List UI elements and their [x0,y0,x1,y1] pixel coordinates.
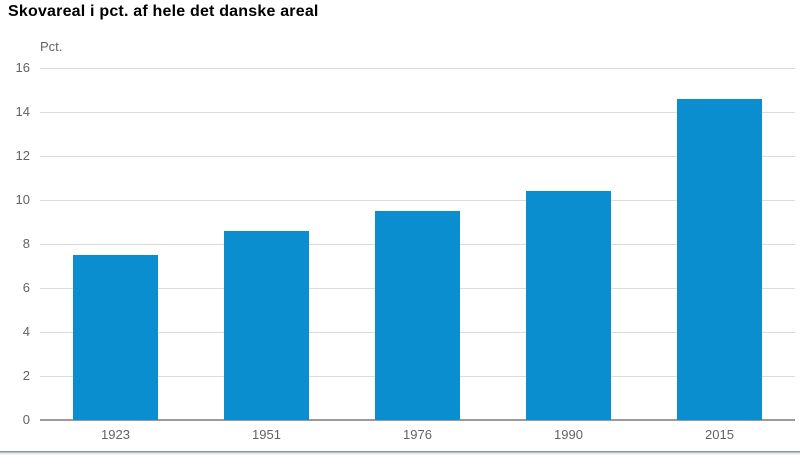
gridline [40,156,795,157]
gridline [40,200,795,201]
y-tick-label: 10 [15,192,30,207]
y-axis: 0 2 4 6 8 10 12 14 16 [0,60,30,427]
bar-1951 [224,231,309,420]
x-tick-label: 1951 [252,427,281,442]
bottom-window-border [0,451,800,455]
bar-1923 [73,255,158,420]
plot-area [40,68,795,421]
y-tick-label: 2 [22,368,30,383]
y-axis-unit-label: Pct. [40,39,63,54]
y-tick-label: 4 [22,324,30,339]
gridline [40,68,795,69]
gridline [40,112,795,113]
y-tick-label: 16 [15,60,30,75]
bar-2015 [677,99,762,420]
x-axis: 1923 1951 1976 1990 2015 [40,427,795,445]
x-tick-label: 2015 [705,427,734,442]
y-tick-label: 8 [22,236,30,251]
x-tick-label: 1976 [403,427,432,442]
y-tick-label: 14 [15,104,30,119]
x-tick-label: 1923 [101,427,130,442]
bar-1976 [375,211,460,420]
y-tick-label: 6 [22,280,30,295]
x-axis-line [40,419,795,421]
y-tick-label: 0 [22,412,30,427]
chart-title: Skovareal i pct. af hele det danske area… [8,3,319,20]
bar-1990 [526,191,611,420]
x-tick-label: 1990 [554,427,583,442]
y-tick-label: 12 [15,148,30,163]
